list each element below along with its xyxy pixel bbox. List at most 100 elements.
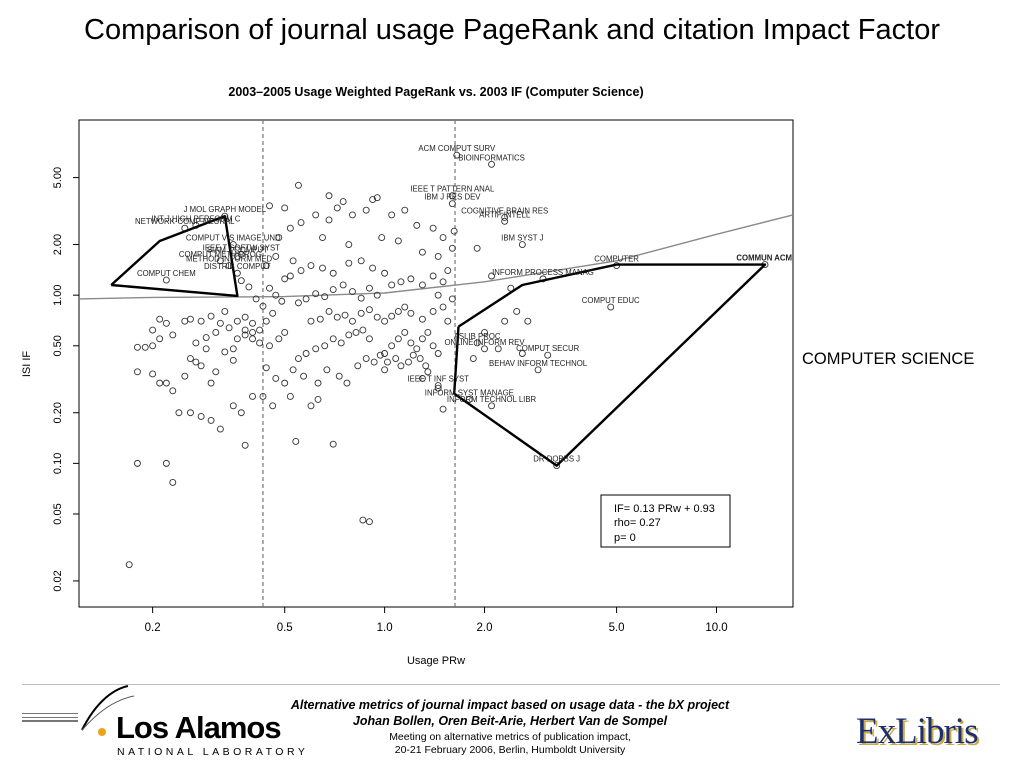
data-point <box>207 379 215 387</box>
data-point <box>473 339 481 347</box>
data-point <box>229 345 237 353</box>
data-point <box>488 160 496 168</box>
data-point <box>269 309 277 317</box>
data-point <box>418 374 426 382</box>
data-point <box>169 387 177 395</box>
y-tick-label: 2.00 <box>52 234 64 255</box>
data-point <box>207 416 215 424</box>
data-point <box>269 402 277 410</box>
data-point <box>429 308 437 315</box>
data-point <box>444 317 452 325</box>
data-point <box>469 355 477 362</box>
data-point <box>297 267 305 275</box>
data-point <box>339 198 347 206</box>
data-point <box>418 248 426 256</box>
point-label: J MOL GRAPH MODEL <box>184 205 267 214</box>
data-point <box>156 315 164 323</box>
x-axis-label: Usage PRw <box>407 655 465 667</box>
data-point <box>405 358 412 366</box>
data-point <box>418 335 426 343</box>
data-point <box>149 370 157 378</box>
data-point <box>518 350 526 357</box>
data-point <box>373 194 381 202</box>
stats-line-2: rho= 0.27 <box>614 517 661 529</box>
y-tick-label: 0.50 <box>52 335 64 356</box>
point-label: COMPUTER <box>594 255 639 264</box>
point-label: IBM J RES DEV <box>424 193 481 202</box>
data-point <box>162 459 170 467</box>
data-point <box>365 518 373 526</box>
point-label: BEHAV INFORM TECHNOL <box>489 359 588 368</box>
data-point <box>518 241 526 248</box>
data-point <box>429 224 437 232</box>
data-point <box>333 313 341 321</box>
data-point <box>294 181 302 189</box>
data-point <box>544 351 552 359</box>
data-point <box>439 278 447 286</box>
data-point <box>314 379 322 387</box>
data-point <box>294 299 302 307</box>
data-point <box>357 257 365 265</box>
data-point <box>362 355 370 362</box>
y-axis-label: ISI IF <box>21 351 33 378</box>
data-point <box>281 379 289 387</box>
stats-line-3: p= 0 <box>614 532 636 544</box>
data-point <box>409 351 417 359</box>
axes-layer: 0.2 0.5 1.0 2.0 5.0 10.0 0.02 0.05 0.10 0.20 0.50 1… <box>52 167 728 634</box>
data-point <box>392 355 400 362</box>
data-point <box>349 317 356 325</box>
data-point <box>434 291 442 299</box>
data-point <box>397 362 405 370</box>
data-point <box>162 276 170 284</box>
x-tick-label: 0.5 <box>277 622 293 634</box>
data-point <box>439 405 447 413</box>
data-point <box>162 379 170 387</box>
data-point <box>297 219 305 227</box>
point-label: INFORM SYST MANAGE <box>425 388 514 397</box>
data-point <box>237 277 245 285</box>
stats-line-1: IF= 0.13 PRw + 0.93 <box>614 503 715 515</box>
data-point <box>256 339 264 347</box>
data-point <box>162 319 170 327</box>
data-point <box>225 324 233 332</box>
data-point <box>281 204 289 212</box>
data-point <box>381 317 389 325</box>
data-point <box>448 295 456 303</box>
data-point <box>381 366 389 374</box>
data-point <box>465 395 473 403</box>
data-point <box>307 402 315 410</box>
point-label: INFORM PROCESS MANAG <box>492 268 594 277</box>
data-point <box>272 291 280 299</box>
data-point <box>481 329 488 336</box>
data-point <box>388 312 396 320</box>
data-point <box>156 335 164 343</box>
data-point <box>524 317 532 325</box>
data-point <box>365 284 373 292</box>
point-label: ARTIF INTELL <box>479 210 531 219</box>
data-point <box>186 409 194 417</box>
data-point <box>325 308 333 315</box>
data-point <box>329 335 337 343</box>
data-point <box>314 395 322 403</box>
data-point <box>448 200 456 208</box>
data-point <box>181 317 189 325</box>
lanl-small-logo <box>22 713 78 725</box>
x-tick-label: 0.2 <box>145 622 161 634</box>
lanl-logo-subtitle: NATIONAL LABORATORY <box>117 746 309 758</box>
footer-divider <box>22 684 1000 685</box>
data-point <box>349 211 356 219</box>
lanl-logo-name: Los Alamos <box>116 710 282 745</box>
data-point <box>439 234 447 242</box>
data-point <box>272 374 280 382</box>
data-point <box>401 329 409 336</box>
data-point <box>352 329 360 336</box>
data-point <box>424 368 432 376</box>
data-point <box>407 309 415 317</box>
y-tick-label: 5.00 <box>52 167 64 188</box>
data-point <box>292 438 300 445</box>
point-label: IBM SYST J <box>501 234 543 243</box>
data-point <box>197 362 205 370</box>
data-point <box>413 221 421 229</box>
data-point <box>241 331 249 339</box>
